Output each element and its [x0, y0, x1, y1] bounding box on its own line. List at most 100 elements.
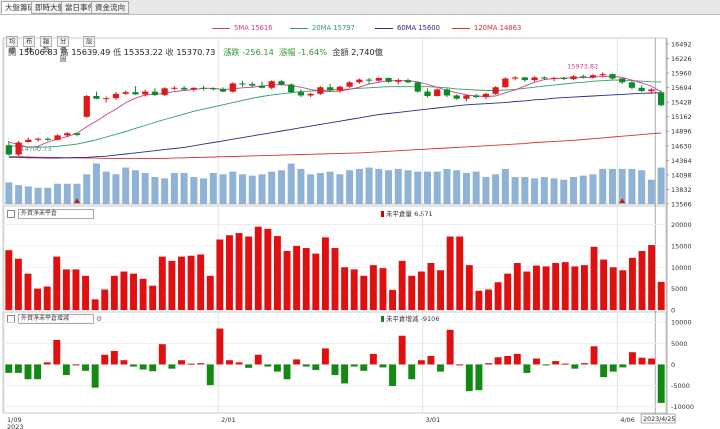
ma20-swatch [290, 27, 308, 29]
volume-bar [511, 177, 519, 204]
oi-change-bar [427, 356, 435, 365]
oi-bar [283, 251, 291, 310]
oi-change-bar [14, 364, 22, 373]
oi-change-bar [53, 339, 61, 365]
volume-bar [161, 178, 169, 204]
oi-bar [302, 248, 310, 310]
current-date-label: 2023/4/25 [643, 416, 675, 423]
oi-bar [523, 271, 531, 310]
panel3-dropdown[interactable]: 外資淨未平倉增減 [18, 314, 94, 324]
volume-bar [219, 174, 227, 204]
oi-bar [446, 236, 454, 310]
date-label: 4/06 [620, 416, 635, 424]
oi-change-bar [5, 364, 13, 373]
oi-change-tick-label: 5000 [671, 340, 688, 348]
low-value: 15353.22 [123, 47, 163, 57]
oi-bar [264, 228, 272, 310]
tab-fund-flow[interactable]: 資金流向 [91, 1, 129, 14]
oi-change-bar [379, 364, 387, 368]
subtab-bollinger[interactable]: 布林 [23, 36, 36, 54]
candle-body [395, 80, 402, 82]
volume-bar [385, 170, 393, 204]
candle-body [229, 83, 236, 92]
panel2-checkbox[interactable] [7, 210, 15, 218]
oi-change-bar [34, 364, 42, 380]
volume-bar [560, 179, 568, 204]
oi-change-bar [561, 363, 569, 365]
candle-body [434, 89, 441, 96]
volume-bar [112, 174, 120, 204]
oi-change-bar [197, 363, 205, 365]
oi-bar [53, 256, 61, 310]
oi-change-bar [523, 364, 531, 373]
candle-body [278, 81, 285, 85]
date-label: 2/01 [221, 416, 236, 424]
tab-daily-events[interactable]: 當日事件 [61, 1, 99, 14]
volume-bar [472, 171, 480, 204]
oi-bar [465, 265, 473, 310]
volume-bar [209, 172, 217, 204]
oi-change-bar [389, 364, 397, 386]
oi-change-bar [398, 335, 406, 365]
oi-bar [293, 245, 301, 310]
oi-change-bar [619, 364, 627, 368]
subtab-price-distribution[interactable]: 分價圖 [57, 36, 70, 63]
panel2-dropdown[interactable]: 外資淨未平倉 [18, 209, 94, 219]
candle-body [297, 92, 305, 96]
legend-ma120: 120MA 14863 [452, 24, 521, 32]
oi-change-bar [657, 364, 665, 403]
volume-bar [540, 177, 548, 204]
oi-change-bar [571, 364, 579, 369]
volume-bar [462, 172, 470, 204]
candle-body [268, 81, 275, 88]
subtab-trend[interactable]: 趨勢 [40, 36, 53, 54]
oi-change-bar [245, 364, 253, 368]
oi-change-bar [24, 364, 32, 380]
ma60-label: 60MA 15600 [397, 24, 440, 32]
oi-bar [389, 289, 397, 310]
candle-body [210, 88, 217, 90]
oi-change-tick-label: 10000 [671, 319, 692, 327]
volume-bar [657, 167, 665, 204]
oi-change-bar [456, 364, 464, 366]
volume-bar [647, 179, 655, 204]
candle-body [356, 79, 363, 83]
gear-icon[interactable]: ⚙ [96, 315, 103, 323]
subtab-ma[interactable]: 均線 [6, 36, 19, 54]
price-tick-label: 15162 [671, 113, 692, 121]
oi-bar [552, 263, 560, 310]
price-tick-label: 14098 [671, 171, 692, 179]
volume-bar [365, 167, 373, 204]
oi-bar [609, 267, 617, 310]
oi-bar [437, 270, 444, 310]
legend-ma5: 5MA 15616 [212, 24, 273, 32]
oi-change-bar [648, 358, 656, 365]
legend-ma60: 60MA 15600 [375, 24, 440, 32]
candle-body [541, 77, 548, 79]
tab-realtime-market[interactable]: 即時大盤 [31, 1, 69, 14]
candle-body [44, 138, 51, 140]
candle-body [521, 77, 528, 81]
volume-bar [5, 182, 13, 204]
volume-bar [44, 187, 52, 204]
oi-change-bar [446, 329, 454, 365]
volume-bar [54, 183, 62, 204]
volume-bar [608, 168, 616, 204]
volume-bar [131, 170, 139, 204]
volume-bar [24, 186, 32, 204]
oi-bar [504, 273, 512, 310]
price-tick-label: 15960 [671, 70, 692, 78]
oi-bar [273, 236, 281, 310]
oi-bar [91, 299, 99, 310]
oi-bar [43, 286, 51, 310]
oi-change-bar [628, 352, 636, 365]
candle-body [463, 95, 470, 99]
candle-body [531, 77, 538, 81]
oi-bar [178, 256, 185, 310]
subtab-settings[interactable]: 設 [83, 36, 96, 47]
volume-bar [102, 171, 110, 204]
ma60-swatch [375, 27, 393, 29]
oi-change-bar [580, 363, 588, 365]
oi-bar [14, 258, 22, 310]
